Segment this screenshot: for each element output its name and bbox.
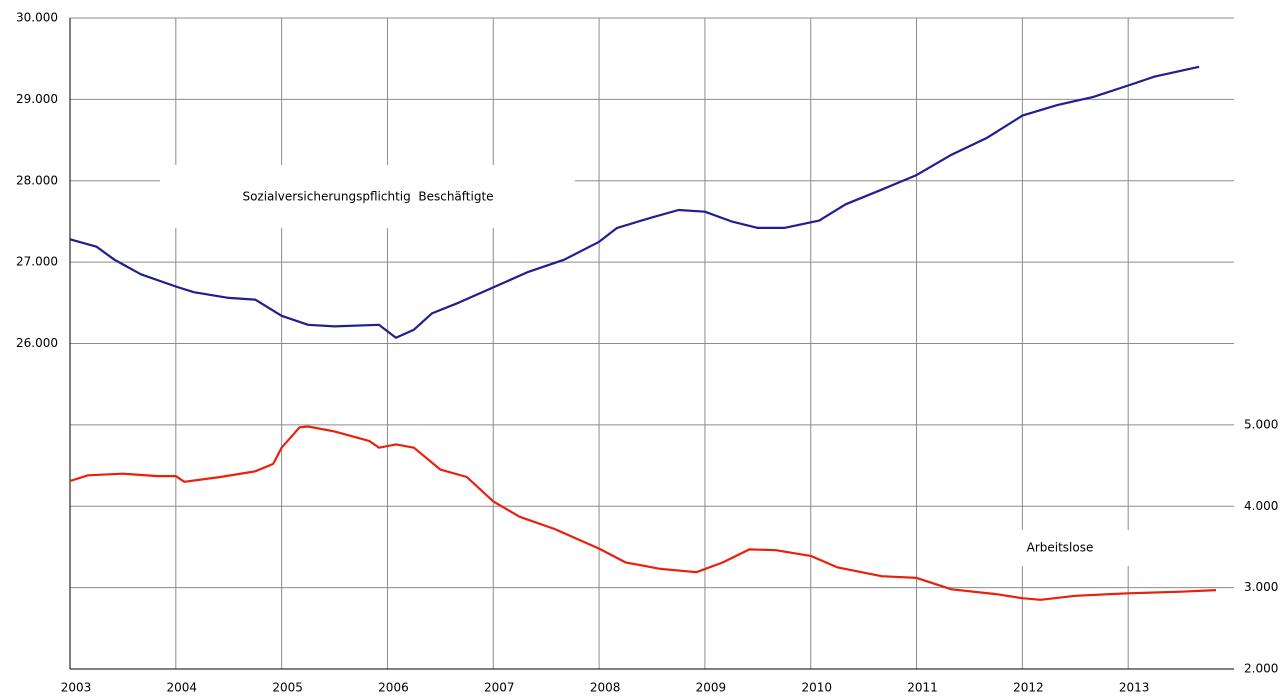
y2-tick-label: 4.000 bbox=[1244, 499, 1278, 513]
y-tick-label: 27.000 bbox=[16, 255, 58, 269]
series-line bbox=[69, 65, 1200, 339]
x-tick-label: 2007 bbox=[484, 681, 515, 695]
x-tick-label: 2003 bbox=[61, 681, 92, 695]
y2-tick-label: 2.000 bbox=[1244, 662, 1278, 676]
x-tick-label: 2013 bbox=[1119, 681, 1150, 695]
x-tick-label: 2004 bbox=[167, 681, 198, 695]
series-line bbox=[69, 425, 1217, 601]
x-tick-label: 2012 bbox=[1013, 681, 1044, 695]
series-label: Sozialversicherungspflichtig Beschäftigt… bbox=[242, 190, 493, 204]
series-label: Arbeitslose bbox=[1027, 541, 1094, 555]
x-tick-label: 2006 bbox=[378, 681, 409, 695]
x-tick-label: 2009 bbox=[696, 681, 727, 695]
annotation-box bbox=[990, 530, 1130, 566]
y-tick-label: 28.000 bbox=[16, 173, 58, 187]
grid bbox=[69, 17, 1234, 670]
x-tick-label: 2005 bbox=[272, 681, 303, 695]
y-tick-label: 30.000 bbox=[16, 11, 58, 25]
annotation-box bbox=[160, 165, 575, 228]
y2-tick-label: 3.000 bbox=[1244, 580, 1278, 594]
x-tick-label: 2008 bbox=[590, 681, 621, 695]
y-tick-label: 29.000 bbox=[16, 92, 58, 106]
y2-tick-label: 5.000 bbox=[1244, 417, 1278, 431]
x-tick-label: 2010 bbox=[801, 681, 832, 695]
y-tick-label: 26.000 bbox=[16, 336, 58, 350]
x-tick-label: 2011 bbox=[907, 681, 938, 695]
